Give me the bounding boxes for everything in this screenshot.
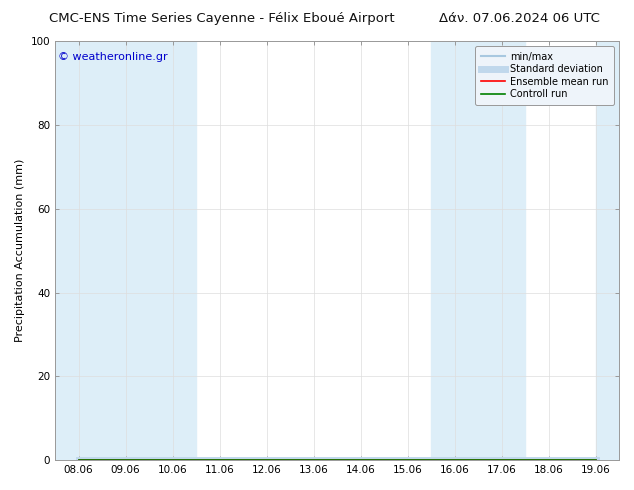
- Bar: [595, 41, 628, 460]
- Text: Δάν. 07.06.2024 06 UTC: Δάν. 07.06.2024 06 UTC: [439, 12, 600, 25]
- Legend: min/max, Standard deviation, Ensemble mean run, Controll run: min/max, Standard deviation, Ensemble me…: [475, 46, 614, 105]
- Bar: [431, 41, 525, 460]
- Y-axis label: Precipitation Accumulation (mm): Precipitation Accumulation (mm): [15, 159, 25, 343]
- Text: CMC-ENS Time Series Cayenne - Félix Eboué Airport: CMC-ENS Time Series Cayenne - Félix Ebou…: [49, 12, 395, 25]
- Text: © weatheronline.gr: © weatheronline.gr: [58, 51, 167, 62]
- Bar: [55, 41, 196, 460]
